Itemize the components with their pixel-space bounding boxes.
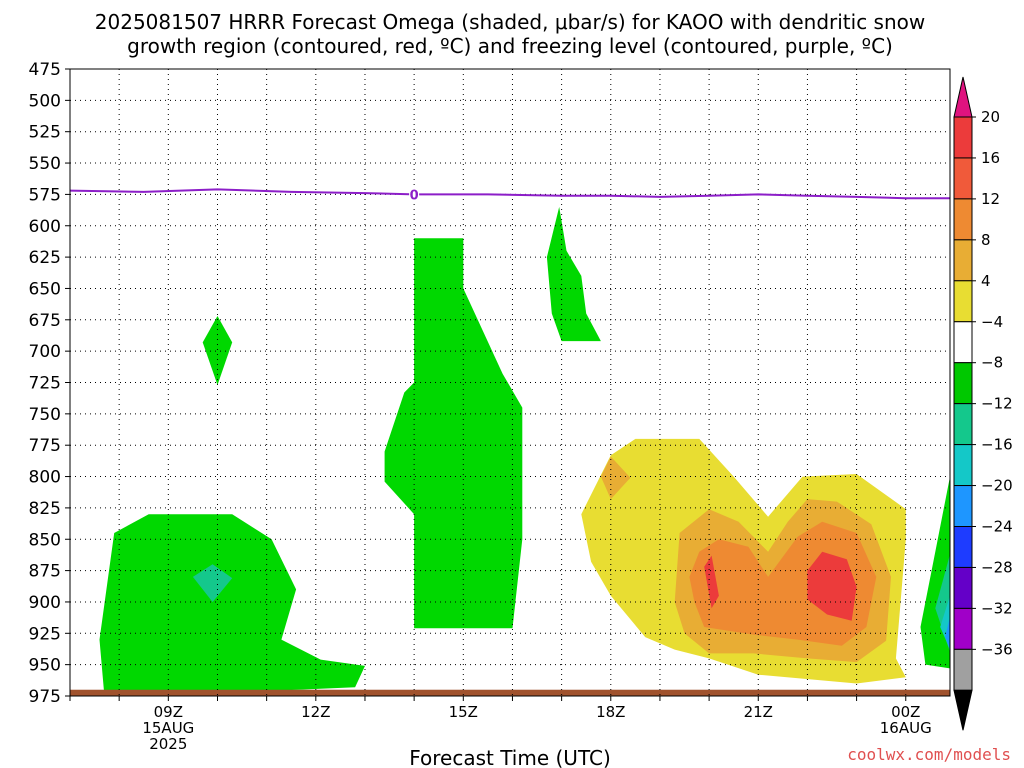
colorbar-swatch: [953, 239, 973, 282]
colorbar: 20 16 12 8 4 −4 −8 −12 −16 −20 −24 −28 −32 −36: [953, 76, 1013, 731]
colorbar-label: −8: [981, 354, 1003, 372]
colorbar-label: −4: [981, 313, 1003, 331]
y-axis: 475 500 525 550 575 600 625 650 675 700 725 750 775 8…: [29, 60, 70, 707]
colorbar-bottom-arrow: [953, 689, 973, 731]
x-tick-label: 16AUG: [880, 719, 932, 737]
colorbar-swatch: [953, 157, 973, 200]
colorbar-label: −24: [981, 518, 1013, 536]
chart-title-line2: growth region (contoured, red, ºC) and f…: [127, 34, 893, 58]
y-tick-label: 850: [29, 530, 61, 550]
colorbar-label: 8: [981, 231, 991, 249]
x-tick-label: 12Z: [301, 703, 330, 721]
colorbar-label: 4: [981, 272, 991, 290]
y-tick-label: 500: [29, 91, 61, 111]
y-tick-label: 700: [29, 342, 61, 362]
y-tick-label: 925: [29, 624, 61, 644]
freezing-level-contour: 0: [69, 187, 950, 203]
colorbar-swatch: [953, 362, 973, 405]
colorbar-label: 16: [981, 149, 1000, 167]
y-tick-label: 525: [29, 123, 61, 143]
omega-region-9: [945, 617, 950, 650]
omega-region-2: [192, 564, 233, 602]
y-tick-label: 550: [29, 154, 61, 174]
x-tick-label: 21Z: [744, 703, 773, 721]
freezing-level-line: [69, 188, 950, 200]
omega-region-1: [99, 514, 365, 696]
y-tick-label: 650: [29, 279, 61, 299]
y-tick-label: 775: [29, 436, 61, 456]
x-tick-label: 2025: [149, 735, 187, 753]
y-tick-label: 475: [29, 60, 61, 80]
colorbar-swatch: [953, 280, 973, 323]
omega-region-11: [600, 456, 631, 500]
colorbar-label: 20: [981, 108, 1000, 126]
colorbar-label: −16: [981, 436, 1013, 454]
colorbar-swatch: [953, 526, 973, 568]
y-tick-label: 825: [29, 499, 61, 519]
y-tick-label: 900: [29, 593, 61, 613]
colorbar-label: −12: [981, 395, 1013, 413]
y-tick-label: 975: [29, 687, 61, 707]
y-tick-label: 625: [29, 248, 61, 268]
ground-strip: [70, 689, 950, 696]
y-tick-label: 725: [29, 374, 61, 394]
colorbar-swatch: [953, 485, 973, 527]
colorbar-swatch: [953, 198, 973, 241]
freezing-level-label: 0: [410, 188, 419, 203]
y-tick-label: 750: [29, 405, 61, 425]
colorbar-swatch: [953, 566, 973, 609]
x-tick-label: 00Z: [891, 703, 920, 721]
freezing-level-label-bg: [409, 187, 420, 202]
colorbar-top-arrow: [953, 76, 973, 118]
omega-shaded-regions: [99, 206, 950, 696]
colorbar-label: −32: [981, 599, 1013, 617]
y-tick-label: 800: [29, 468, 61, 488]
y-tick-label: 600: [29, 217, 61, 237]
omega-region-3: [202, 316, 233, 385]
omega-region-4: [384, 238, 523, 629]
colorbar-swatch: [953, 116, 973, 159]
omega-region-14: [704, 555, 719, 609]
credit-text: coolwx.com/models: [847, 745, 1011, 764]
y-tick-label: 950: [29, 656, 61, 676]
colorbar-label: −36: [981, 640, 1013, 658]
colorbar-label: 12: [981, 190, 1000, 208]
colorbar-swatch: [953, 321, 973, 364]
y-tick-label: 675: [29, 311, 61, 331]
x-tick-label: 09Z: [154, 703, 183, 721]
colorbar-swatch: [953, 444, 973, 487]
colorbar-swatch: [953, 403, 973, 446]
colorbar-swatch: [953, 607, 973, 650]
chart-title-line1: 2025081507 HRRR Forecast Omega (shaded, …: [95, 10, 925, 34]
y-tick-label: 575: [29, 185, 61, 205]
x-tick-label: 18Z: [596, 703, 625, 721]
x-tick-label: 15AUG: [142, 719, 194, 737]
colorbar-label: −28: [981, 558, 1013, 576]
ground-layer: [70, 689, 950, 696]
x-axis-label: Forecast Time (UTC): [409, 746, 611, 768]
colorbar-swatch: [953, 648, 973, 691]
omega-region-5: [546, 206, 601, 342]
y-tick-label: 875: [29, 562, 61, 582]
x-tick-label: 15Z: [449, 703, 478, 721]
omega-region-15: [807, 551, 857, 621]
colorbar-label: −20: [981, 477, 1013, 495]
